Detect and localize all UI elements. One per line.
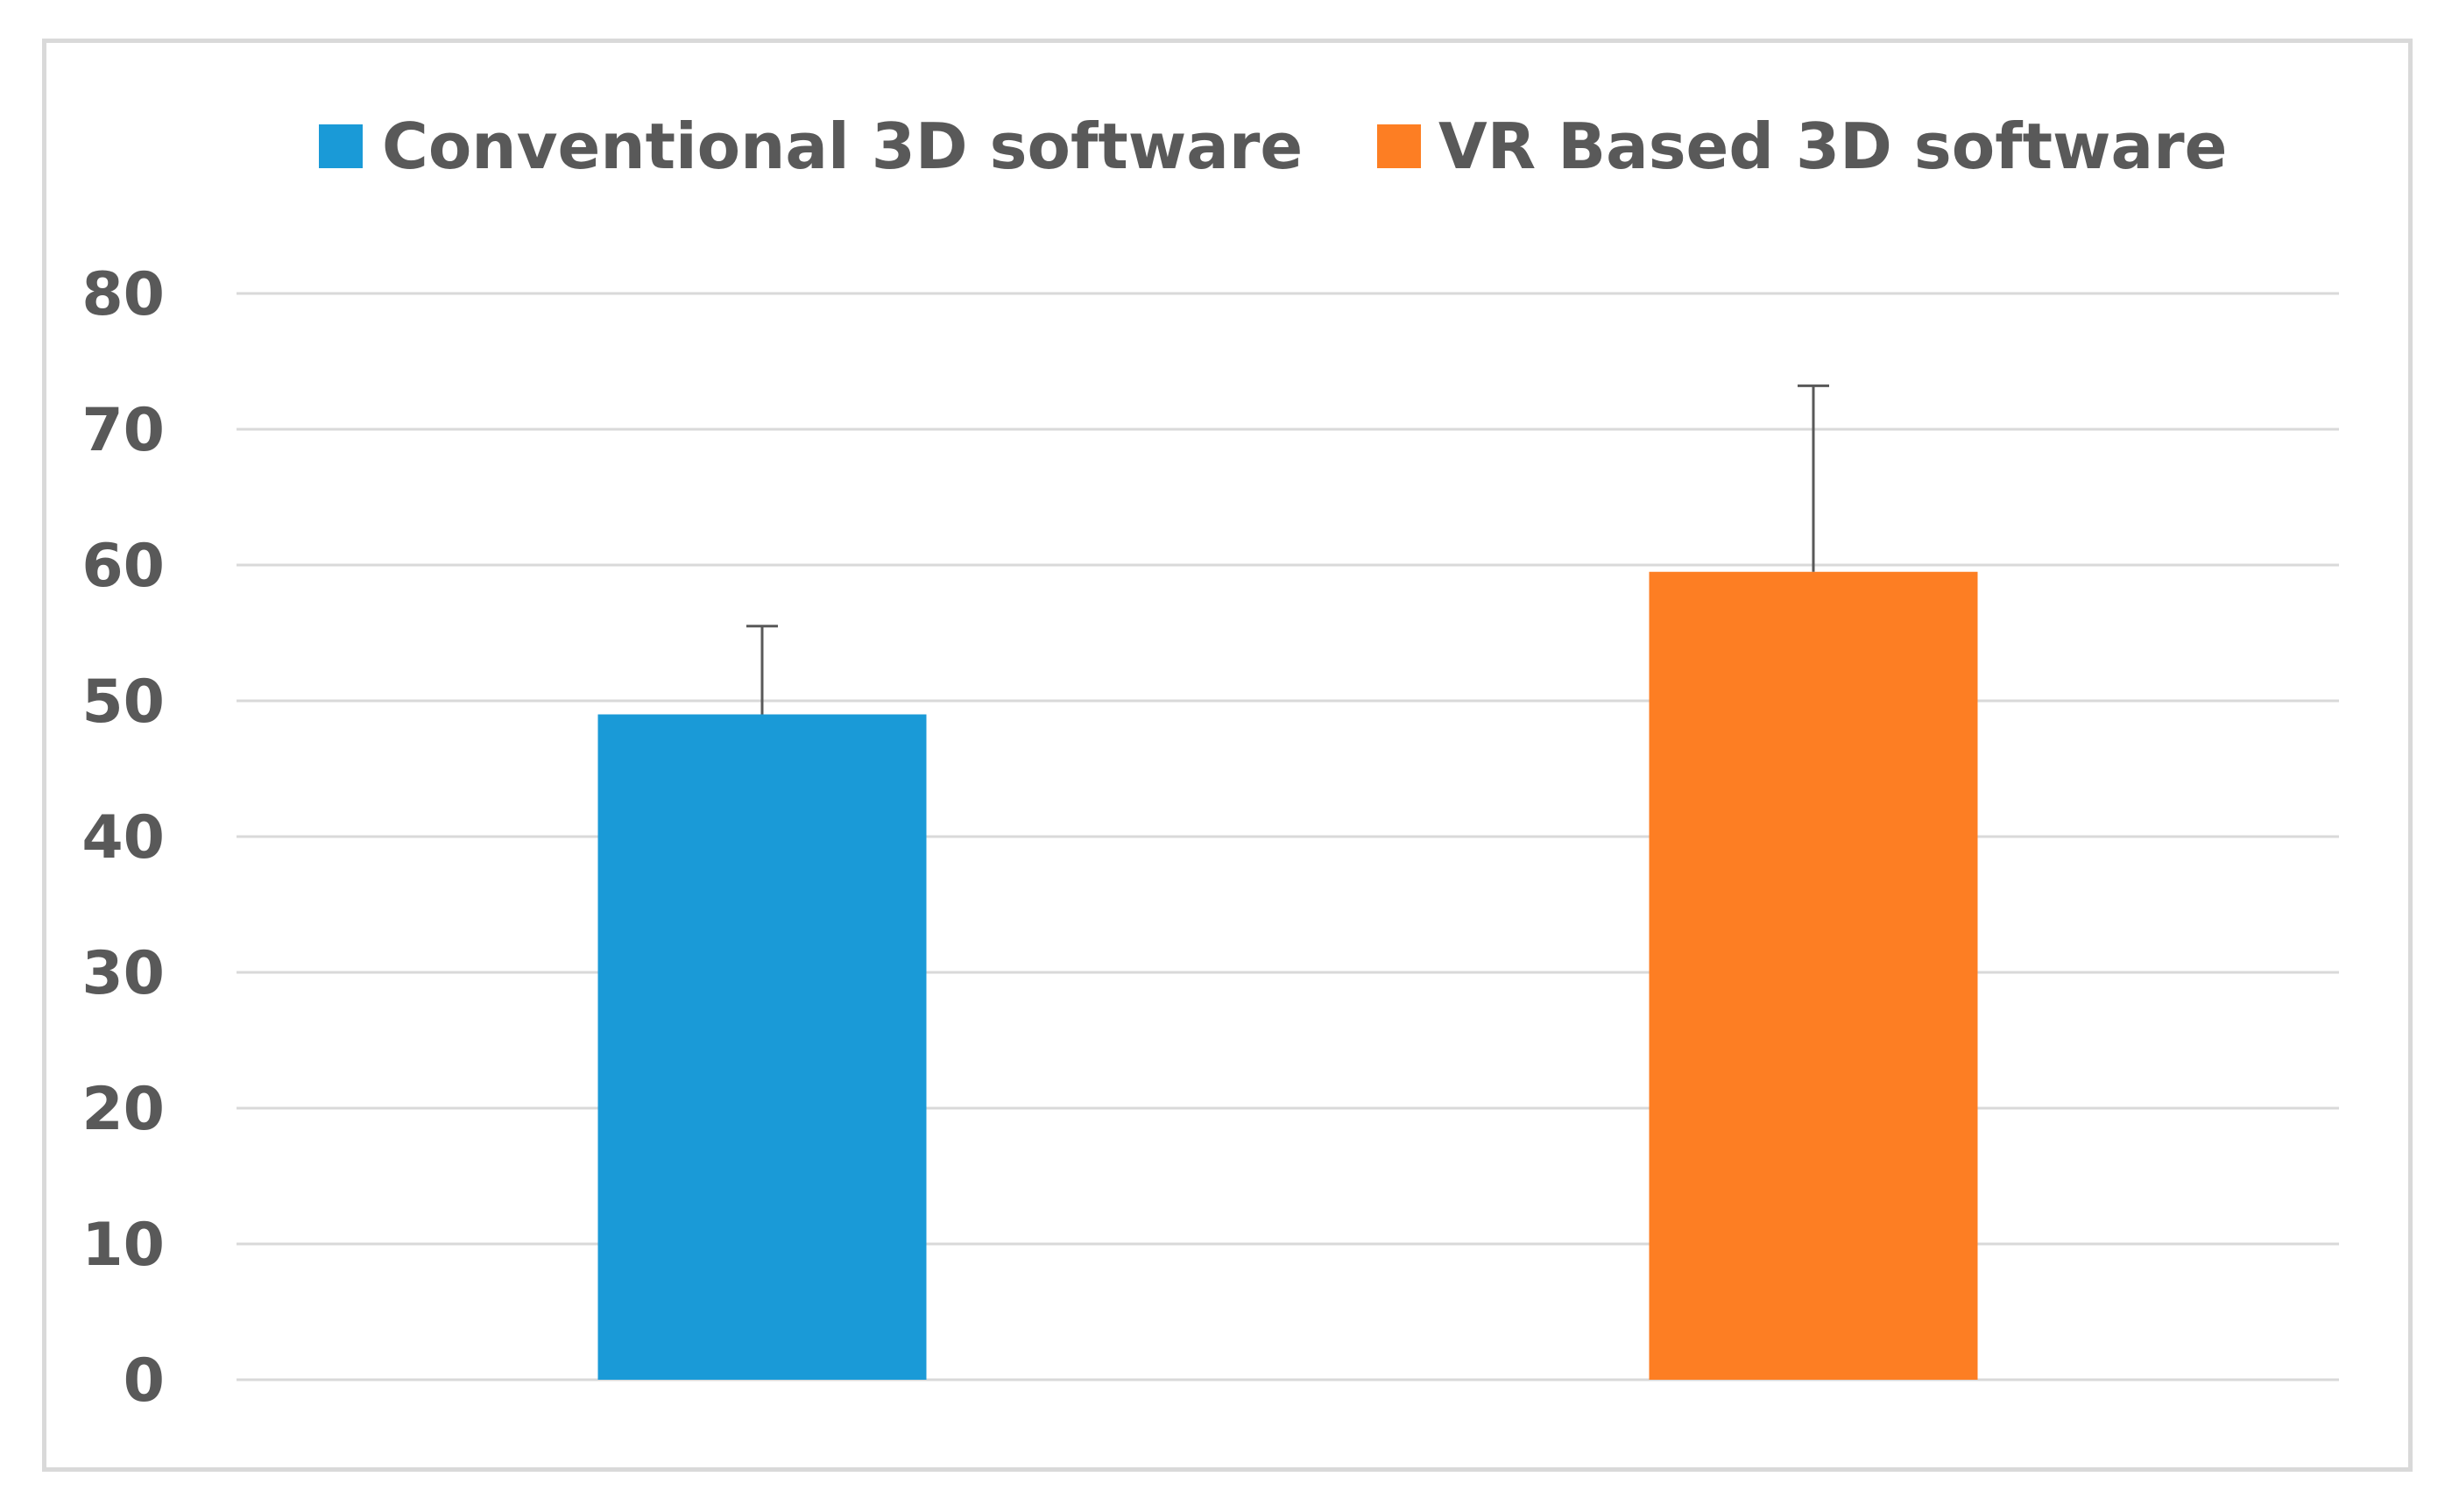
legend: Conventional 3D software VR Based 3D soft…: [319, 110, 2227, 183]
bar-vr-based-3d-software: [1649, 571, 1978, 1380]
y-axis: 0 10 20 30 40 50 60 70 80: [81, 260, 165, 1416]
legend-label: Conventional 3D software: [382, 110, 1303, 183]
y-tick-label: 0: [124, 1346, 165, 1416]
y-tick-label: 50: [81, 668, 165, 737]
bars: [597, 571, 1978, 1380]
y-tick-label: 80: [81, 260, 165, 329]
y-tick-label: 30: [81, 939, 165, 1008]
legend-label: VR Based 3D software: [1438, 110, 2227, 183]
bar-conventional-3d-software: [597, 714, 927, 1380]
y-tick-label: 20: [81, 1075, 165, 1144]
y-tick-label: 10: [81, 1211, 165, 1280]
y-tick-label: 70: [81, 396, 165, 465]
y-tick-label: 60: [81, 532, 165, 601]
gridlines: [237, 292, 2339, 1381]
chart-frame: [42, 39, 2413, 1472]
legend-swatch: [319, 124, 363, 168]
y-tick-label: 40: [81, 803, 165, 873]
error-bars: [746, 384, 1829, 715]
legend-swatch: [1377, 124, 1421, 168]
